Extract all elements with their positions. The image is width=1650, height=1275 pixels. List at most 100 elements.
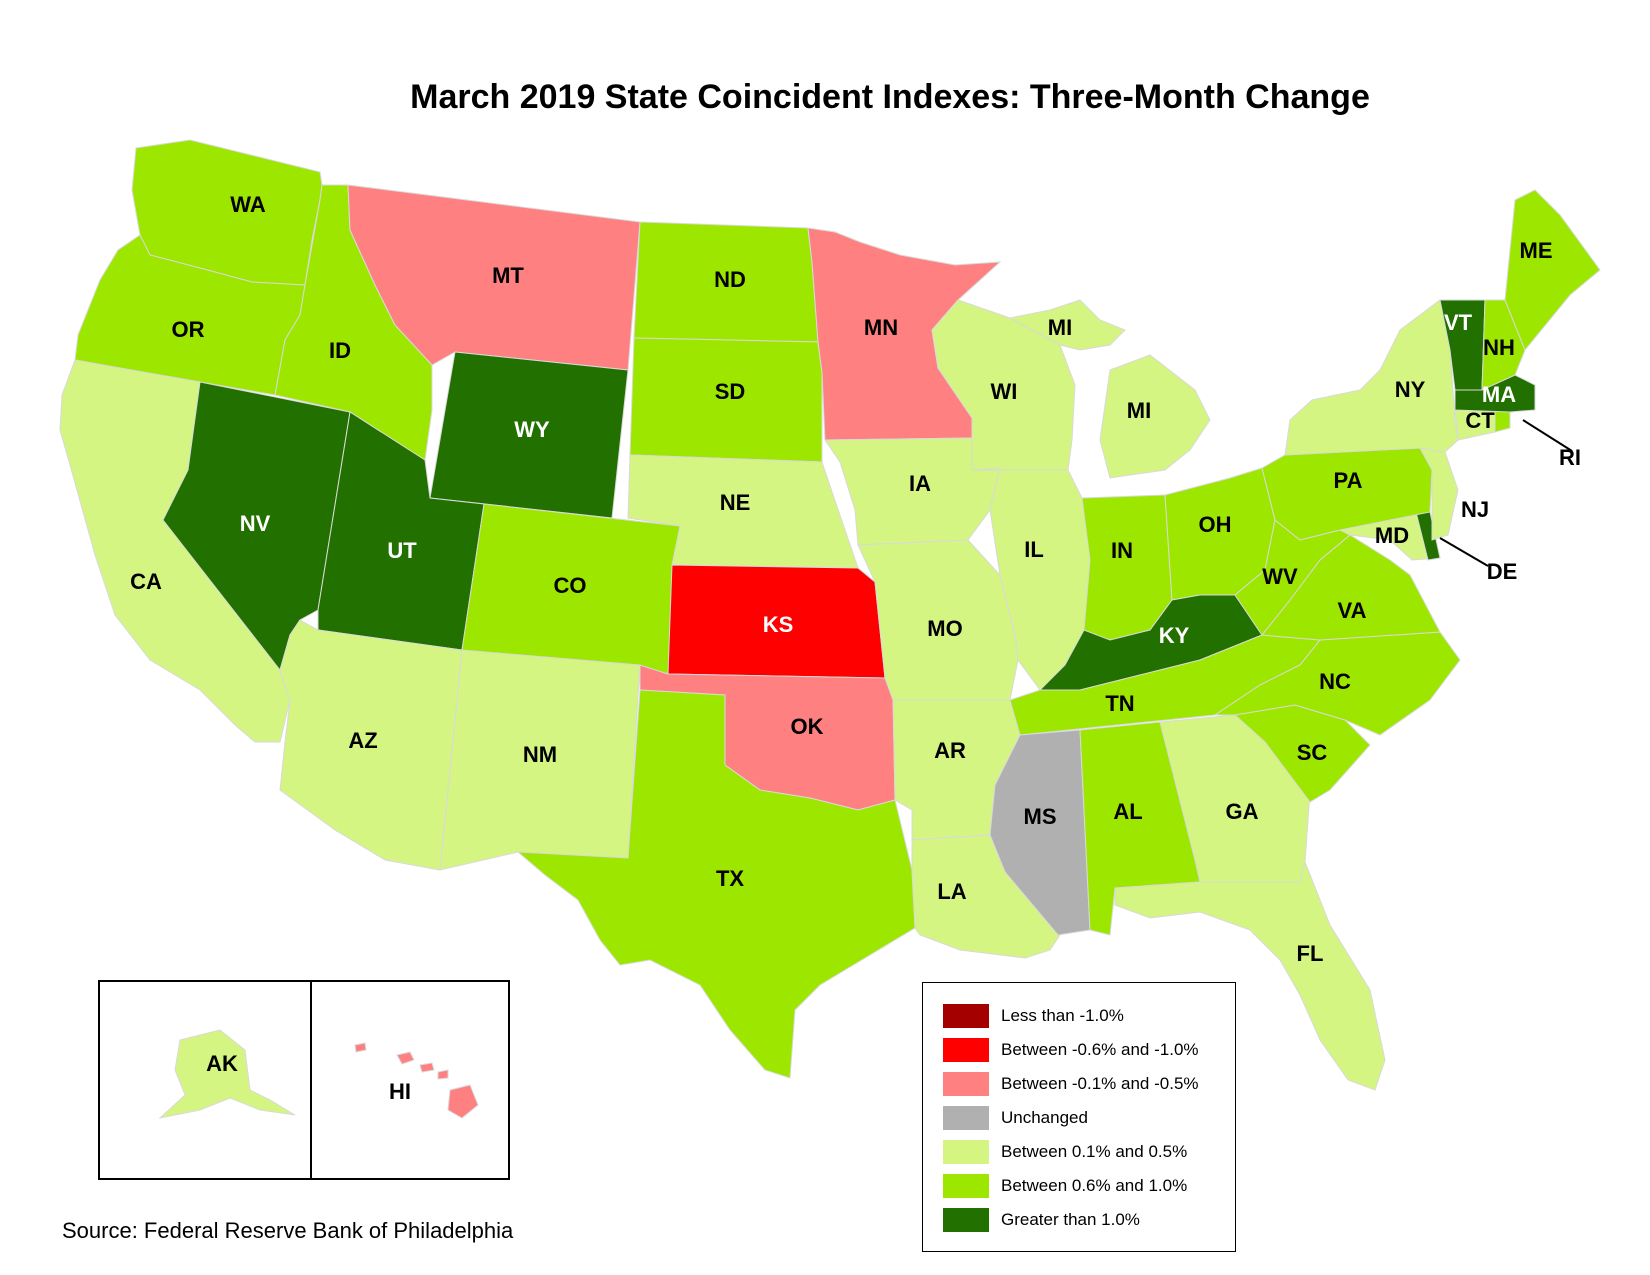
state-label-wv: WV (1262, 564, 1298, 589)
legend-item: Between 0.1% and 0.5% (943, 1139, 1187, 1165)
legend-item: Between 0.6% and 1.0% (943, 1173, 1187, 1199)
legend-label: Between 0.6% and 1.0% (1001, 1176, 1188, 1195)
state-label-mo: MO (927, 616, 962, 641)
legend-label: Unchanged (1001, 1108, 1088, 1127)
state-ak (158, 1029, 296, 1119)
legend-swatch (943, 1174, 989, 1198)
state-label-id: ID (329, 338, 351, 363)
state-label-nd: ND (714, 267, 746, 292)
state-label-ma: MA (1482, 382, 1516, 407)
state-fl (1114, 860, 1386, 1091)
state-label-wi: WI (991, 379, 1018, 404)
state-mo (857, 539, 1019, 701)
state-me (1504, 189, 1601, 351)
state-label-hi: HI (389, 1079, 411, 1104)
state-label-oh: OH (1199, 512, 1232, 537)
state-label-de: DE (1487, 559, 1518, 584)
ri-leader-line (1522, 419, 1573, 452)
state-label-mi: MI (1127, 398, 1151, 423)
state-label-nm: NM (523, 742, 557, 767)
inset-frame (98, 980, 510, 1180)
legend-swatch (943, 1140, 989, 1164)
state-label-or: OR (172, 317, 205, 342)
legend-label: Between 0.1% and 0.5% (1001, 1142, 1188, 1161)
state-label-md: MD (1375, 523, 1409, 548)
legend-label: Between -0.6% and -1.0% (1001, 1040, 1199, 1059)
legend-swatch (943, 1038, 989, 1062)
state-ny (1284, 299, 1459, 456)
de-leader-line (1439, 537, 1489, 567)
state-label-ga: GA (1226, 799, 1259, 824)
state-label-al: AL (1113, 799, 1142, 824)
state-label-nj: NJ (1461, 497, 1489, 522)
inset-divider (310, 980, 312, 1180)
state-label-in: IN (1111, 538, 1133, 563)
state-label-co: CO (554, 573, 587, 598)
state-label-sd: SD (715, 379, 746, 404)
state-label-ak: AK (206, 1051, 238, 1076)
legend-item: Greater than 1.0% (943, 1207, 1140, 1233)
state-mt (347, 184, 641, 371)
state-vt (1439, 299, 1486, 391)
state-hi-island-4 (437, 1069, 449, 1080)
state-shapes (59, 139, 1601, 1119)
state-label-pa: PA (1334, 468, 1363, 493)
state-label-la: LA (937, 879, 966, 904)
legend-item: Between -0.1% and -0.5% (943, 1071, 1199, 1097)
state-label-ri: RI (1559, 445, 1581, 470)
state-label-va: VA (1338, 598, 1367, 623)
state-label-ia: IA (909, 471, 931, 496)
state-ri (1494, 409, 1511, 433)
state-label-mt: MT (492, 263, 524, 288)
state-label-ny: NY (1395, 377, 1426, 402)
legend-item: Between -0.6% and -1.0% (943, 1037, 1199, 1063)
state-label-sc: SC (1297, 740, 1328, 765)
legend-label: Between -0.1% and -0.5% (1001, 1074, 1199, 1093)
state-label-nc: NC (1319, 669, 1351, 694)
state-label-ne: NE (720, 490, 751, 515)
state-label-vt: VT (1444, 310, 1473, 335)
state-label-ok: OK (791, 714, 824, 739)
legend-label: Less than -1.0% (1001, 1006, 1124, 1025)
state-label-az: AZ (348, 728, 377, 753)
legend-swatch (943, 1004, 989, 1028)
state-tx (516, 689, 916, 1079)
map-title: March 2019 State Coincident Indexes: Thr… (410, 78, 1370, 116)
legend-item: Less than -1.0% (943, 1003, 1124, 1029)
legend-swatch (943, 1106, 989, 1130)
state-label-mn: MN (864, 315, 898, 340)
legend-swatch (943, 1072, 989, 1096)
state-label-ar: AR (934, 738, 966, 763)
state-label-tn: TN (1105, 691, 1134, 716)
state-label-mi-upper: MI (1048, 315, 1072, 340)
state-label-nv: NV (240, 511, 271, 536)
state-label-ks: KS (763, 612, 794, 637)
state-label-ut: UT (387, 538, 417, 563)
legend-item: Unchanged (943, 1105, 1088, 1131)
state-label-wy: WY (514, 417, 550, 442)
state-label-ky: KY (1159, 623, 1190, 648)
legend: Less than -1.0% Between -0.6% and -1.0% Be… (922, 982, 1236, 1252)
state-hi-island-3 (419, 1062, 435, 1073)
leader-lines (1439, 419, 1573, 567)
state-label-il: IL (1024, 537, 1044, 562)
state-mi (1099, 354, 1211, 479)
legend-label: Greater than 1.0% (1001, 1210, 1140, 1229)
state-hi (447, 1084, 479, 1119)
state-nc (1213, 631, 1461, 736)
state-hi-island-2 (396, 1051, 415, 1065)
state-mi-upper (1008, 299, 1126, 351)
legend-swatch (943, 1208, 989, 1232)
state-label-fl: FL (1297, 941, 1324, 966)
state-sd (629, 337, 823, 463)
state-label-nh: NH (1483, 335, 1515, 360)
state-nh (1481, 299, 1526, 391)
state-label-ca: CA (130, 569, 162, 594)
state-label-wa: WA (230, 192, 266, 217)
state-label-me: ME (1520, 238, 1553, 263)
state-label-ms: MS (1024, 804, 1057, 829)
state-hi-island-1 (354, 1042, 367, 1053)
source-note: Source: Federal Reserve Bank of Philadel… (62, 1218, 514, 1243)
